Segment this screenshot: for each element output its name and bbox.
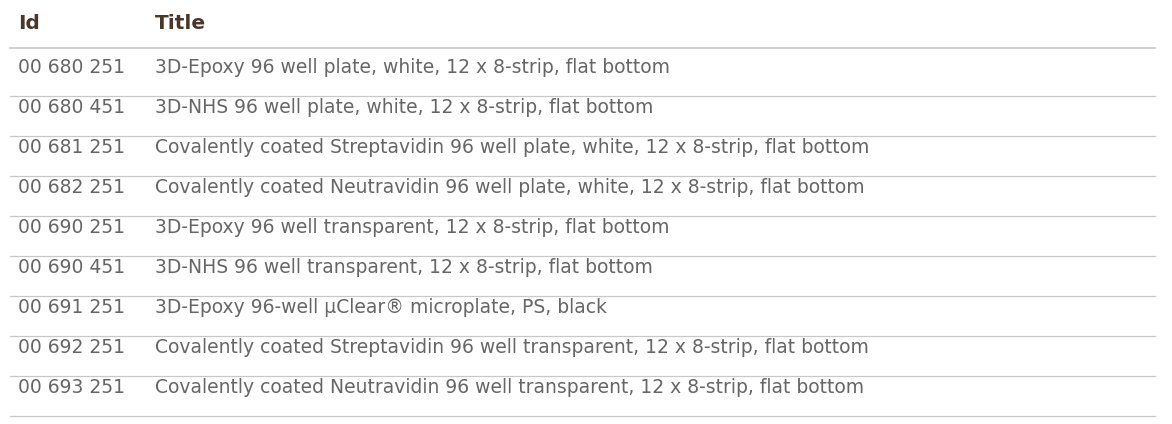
Text: 00 692 251: 00 692 251: [18, 338, 125, 357]
Text: Id: Id: [18, 14, 40, 33]
Text: 00 691 251: 00 691 251: [18, 298, 125, 317]
Text: 00 693 251: 00 693 251: [18, 378, 125, 397]
Text: 00 680 451: 00 680 451: [18, 98, 125, 117]
Text: 00 682 251: 00 682 251: [18, 178, 125, 197]
Text: Covalently coated Streptavidin 96 well plate, white, 12 x 8-strip, flat bottom: Covalently coated Streptavidin 96 well p…: [155, 138, 870, 157]
Text: 3D-Epoxy 96 well plate, white, 12 x 8-strip, flat bottom: 3D-Epoxy 96 well plate, white, 12 x 8-st…: [155, 58, 670, 77]
Text: 3D-NHS 96 well plate, white, 12 x 8-strip, flat bottom: 3D-NHS 96 well plate, white, 12 x 8-stri…: [155, 98, 653, 117]
Text: Covalently coated Neutravidin 96 well plate, white, 12 x 8-strip, flat bottom: Covalently coated Neutravidin 96 well pl…: [155, 178, 865, 197]
Text: 00 680 251: 00 680 251: [18, 58, 125, 77]
Text: 3D-NHS 96 well transparent, 12 x 8-strip, flat bottom: 3D-NHS 96 well transparent, 12 x 8-strip…: [155, 258, 653, 277]
Text: 00 690 451: 00 690 451: [18, 258, 125, 277]
Text: Covalently coated Neutravidin 96 well transparent, 12 x 8-strip, flat bottom: Covalently coated Neutravidin 96 well tr…: [155, 378, 864, 397]
Text: 00 690 251: 00 690 251: [18, 218, 125, 237]
Text: 00 681 251: 00 681 251: [18, 138, 125, 157]
Text: Covalently coated Streptavidin 96 well transparent, 12 x 8-strip, flat bottom: Covalently coated Streptavidin 96 well t…: [155, 338, 868, 357]
Text: Title: Title: [155, 14, 206, 33]
Text: 3D-Epoxy 96 well transparent, 12 x 8-strip, flat bottom: 3D-Epoxy 96 well transparent, 12 x 8-str…: [155, 218, 669, 237]
Text: 3D-Epoxy 96-well μClear® microplate, PS, black: 3D-Epoxy 96-well μClear® microplate, PS,…: [155, 298, 607, 317]
